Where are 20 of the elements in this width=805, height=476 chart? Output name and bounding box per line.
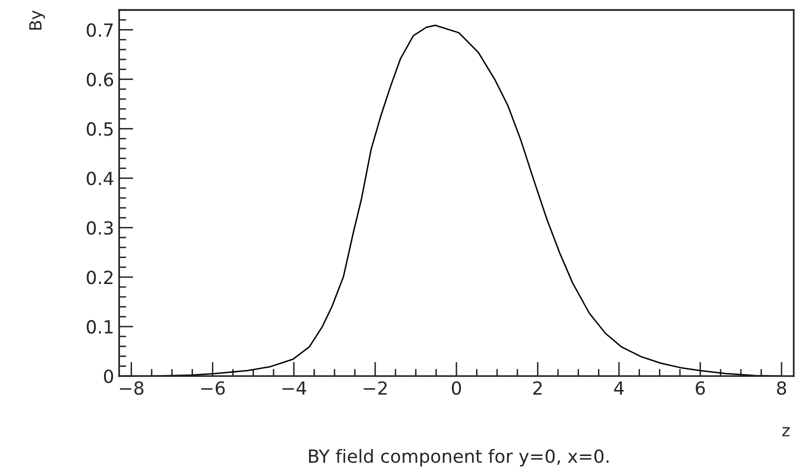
y-tick-label: 0 bbox=[104, 370, 114, 384]
x-tick-label: −8 bbox=[120, 381, 144, 395]
x-axis-title: z bbox=[782, 427, 790, 436]
y-tick-label: 0.2 bbox=[86, 270, 112, 284]
y-tick-label: 0.4 bbox=[86, 172, 114, 186]
y-tick-label: 0.7 bbox=[86, 23, 113, 37]
x-tick-label: −2 bbox=[364, 381, 387, 395]
x-tick-label: 0 bbox=[452, 381, 461, 395]
y-tick-label: 0.1 bbox=[86, 320, 113, 334]
x-tick-label: −4 bbox=[282, 381, 306, 395]
text: BY field component for y=0, x=0. bbox=[309, 449, 608, 466]
x-tick-label: −6 bbox=[201, 381, 225, 395]
x-tick-label: 6 bbox=[696, 381, 705, 395]
x-tick-label: 8 bbox=[777, 381, 786, 395]
y-tick-label: 0.3 bbox=[86, 221, 113, 235]
y-axis-title: By bbox=[29, 10, 45, 30]
x-tick-label: 4 bbox=[614, 381, 624, 395]
y-tick-label: 0.6 bbox=[86, 72, 114, 86]
y-tick-label: 0.5 bbox=[86, 122, 113, 136]
x-tick-label: 2 bbox=[533, 381, 542, 395]
